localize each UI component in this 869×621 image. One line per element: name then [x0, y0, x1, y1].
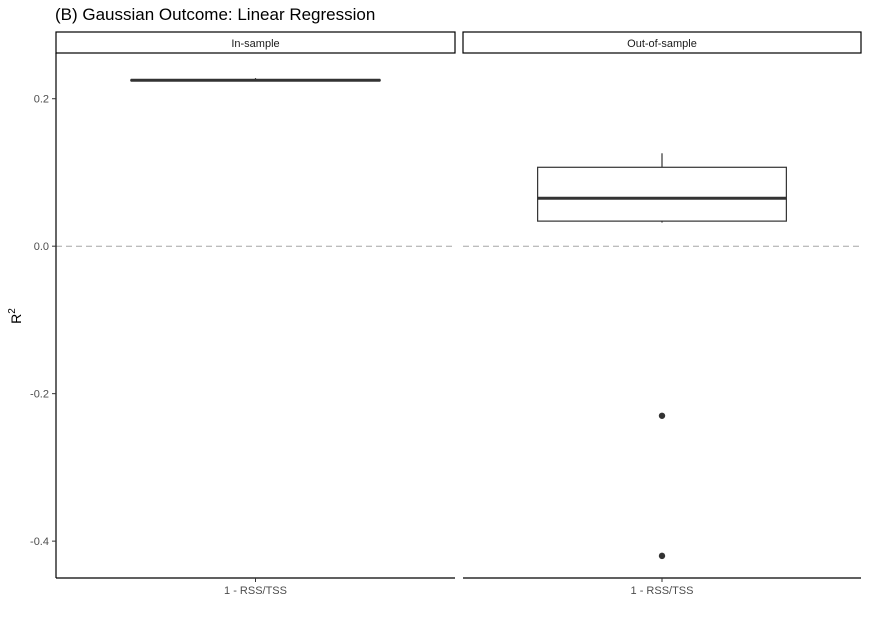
y-tick-label-3: -0.2 [30, 389, 49, 401]
outlier-point-2-1 [658, 412, 666, 419]
panel-1: In-sample 1 - RSS/TSS [55, 31, 456, 597]
box-iqr-2 [537, 166, 787, 222]
strip-label-1: In-sample [231, 38, 279, 50]
y-tick-label-1: 0.2 [34, 94, 49, 106]
panels: In-sample 1 - RSS/TSS Out-of-sample 1 - RSS… [55, 31, 862, 597]
x-tick-label-1: 1 - RSS/TSS [224, 585, 287, 597]
strip-box-1 [55, 31, 456, 54]
panel-2: Out-of-sample 1 - RSS/TSS [462, 31, 862, 597]
strip-label-2: Out-of-sample [627, 38, 697, 50]
y-tick-label-4: -0.4 [30, 536, 49, 548]
strip-box-2 [462, 31, 862, 54]
chart-title: (B) Gaussian Outcome: Linear Regression [55, 5, 375, 24]
y-tick-label-2: 0.0 [34, 241, 49, 253]
y-axis: 0.2 0.0 -0.2 -0.4 [30, 53, 57, 578]
x-tick-label-2: 1 - RSS/TSS [631, 585, 694, 597]
outlier-point-2-2 [658, 552, 666, 560]
y-axis-title-base: R [8, 314, 24, 324]
y-axis-title: R2 [7, 308, 24, 324]
y-axis-title-superscript: 2 [7, 308, 18, 314]
